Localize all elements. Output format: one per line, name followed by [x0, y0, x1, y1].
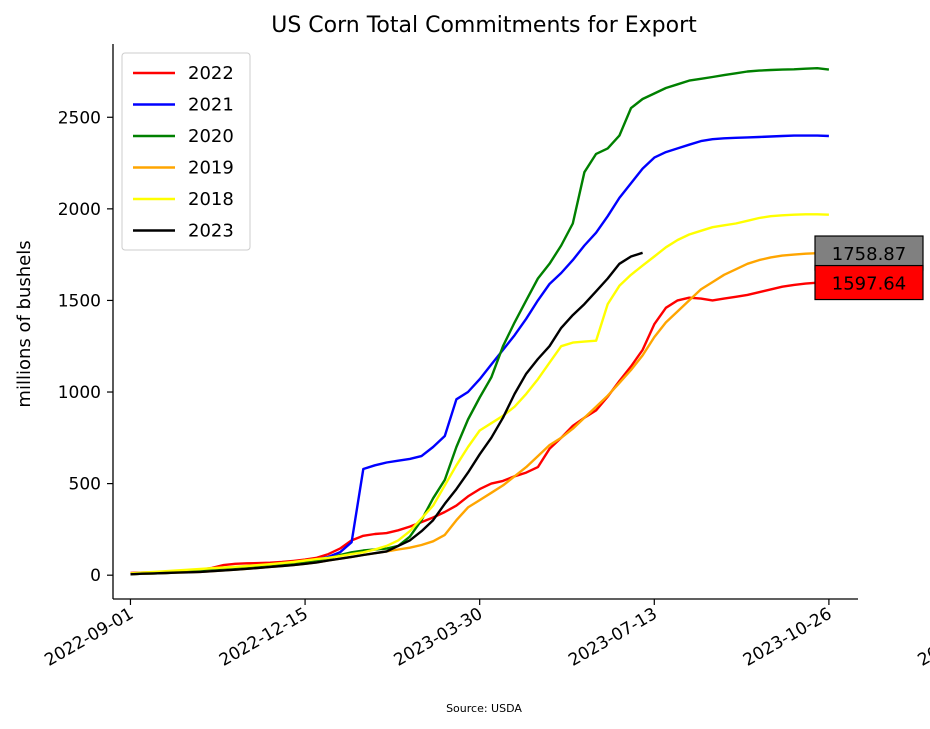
end-label-text: 1758.87 [832, 244, 906, 265]
x-tick-label: 2023-07-13 [565, 604, 661, 671]
legend-label: 2020 [188, 126, 234, 147]
y-tick-label: 2000 [58, 200, 101, 220]
x-tick-label: 2022-12-15 [216, 604, 312, 671]
x-axis-ticks: 2022-09-01 2022-12-15 2023-03-30 2023-07-13… [41, 599, 930, 671]
legend-label: 2021 [188, 95, 234, 116]
y-axis-label: millions of bushels [14, 240, 35, 407]
x-tick-label: 2022-09-01 [41, 604, 137, 671]
chart-title: US Corn Total Commitments for Export [271, 13, 697, 38]
end-labels: 1758.87 1597.64 [814, 235, 924, 301]
legend: 2022 2021 2020 2019 2018 2023 [121, 52, 251, 251]
x-tick-label: 2024-02-08 [914, 604, 930, 671]
legend-item-2018: 2018 [133, 189, 234, 210]
series-line-2019 [130, 251, 829, 576]
y-tick-label: 0 [90, 566, 101, 586]
end-label-box [814, 235, 924, 271]
end-label-text: 1597.64 [832, 274, 906, 295]
legend-label: 2022 [188, 63, 234, 84]
legend-box [121, 52, 251, 251]
x-tick-label: 2023-03-30 [391, 604, 487, 671]
legend-label: 2019 [188, 158, 234, 179]
y-tick-label: 1500 [58, 291, 101, 311]
legend-item-2020: 2020 [133, 126, 234, 147]
legend-item-2019: 2019 [133, 158, 234, 179]
legend-label: 2023 [188, 221, 234, 242]
y-tick-label: 500 [69, 475, 101, 495]
axes [112, 44, 858, 600]
legend-item-2023: 2023 [133, 221, 234, 242]
series-line-2018 [130, 213, 829, 575]
legend-item-2022: 2022 [133, 63, 234, 84]
legend-label: 2018 [188, 189, 234, 210]
end-label-0: 1758.87 [814, 235, 924, 271]
series-line-2023 [130, 251, 643, 576]
series-lines [130, 66, 830, 576]
end-label-1: 1597.64 [814, 264, 924, 301]
y-tick-label: 2500 [58, 108, 101, 128]
y-tick-label: 1000 [58, 383, 101, 403]
source-note: Source: USDA [446, 702, 522, 715]
series-line-2022 [130, 281, 829, 575]
x-tick-label: 2023-10-26 [740, 604, 836, 671]
y-axis-ticks: 0 500 1000 1500 2000 2500 [58, 108, 113, 586]
legend-item-2021: 2021 [133, 95, 234, 116]
end-label-box [814, 264, 924, 301]
